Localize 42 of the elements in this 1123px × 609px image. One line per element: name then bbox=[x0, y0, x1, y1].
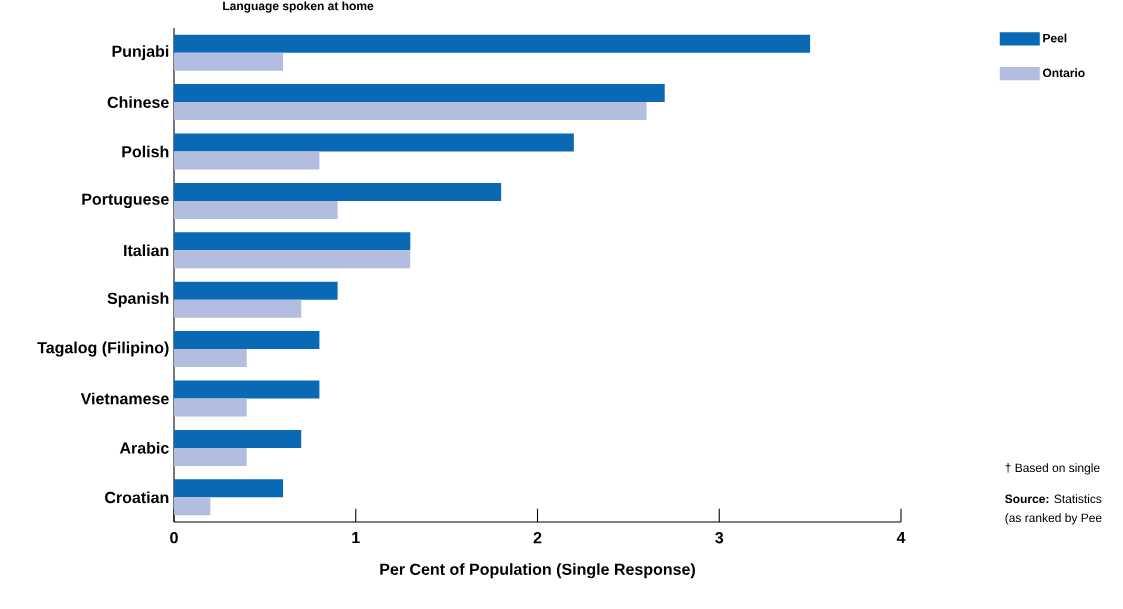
y-tick-label: Vietnamese bbox=[80, 392, 169, 405]
bar bbox=[174, 479, 284, 498]
bar bbox=[174, 447, 247, 466]
bar bbox=[174, 200, 338, 219]
bar bbox=[174, 497, 211, 516]
y-tick-label: Chinese bbox=[107, 96, 169, 108]
bar bbox=[174, 380, 320, 399]
y-tick-label: Tagalog (Filipino) bbox=[37, 341, 169, 357]
legend-label: Peel bbox=[1043, 33, 1067, 43]
y-tick-label: Polish bbox=[122, 145, 169, 158]
x-tick-label: 1 bbox=[352, 532, 360, 544]
bar bbox=[174, 84, 665, 103]
bar bbox=[174, 349, 247, 368]
x-tick-label: 3 bbox=[715, 532, 724, 544]
bar bbox=[174, 232, 411, 251]
y-tick-label: Punjabi bbox=[112, 45, 169, 61]
y-tick-label: Croatian bbox=[105, 491, 169, 504]
bar bbox=[174, 102, 647, 121]
text: † Based on single bbox=[1005, 463, 1100, 475]
y-tick-label: Portuguese bbox=[82, 193, 169, 209]
y-tick-label: Arabic bbox=[119, 442, 169, 454]
x-tick-label: 4 bbox=[896, 532, 906, 544]
x-tick-label: 0 bbox=[170, 532, 178, 544]
bar bbox=[174, 398, 247, 417]
bar bbox=[174, 250, 411, 269]
bar bbox=[174, 182, 502, 201]
x-axis-title: Per Cent of Population (Single Response) bbox=[380, 563, 695, 579]
bar bbox=[174, 151, 320, 170]
x-tick-label: 2 bbox=[533, 532, 542, 544]
chart-title: Language spoken at home bbox=[223, 1, 374, 13]
y-tick-label: Spanish bbox=[107, 292, 169, 308]
bar bbox=[174, 133, 574, 152]
bar bbox=[174, 281, 338, 300]
bar bbox=[174, 299, 302, 318]
bar bbox=[174, 34, 811, 53]
y-tick-label: Italian bbox=[124, 244, 169, 257]
text: (as ranked by Pee bbox=[1005, 513, 1102, 525]
legend-label: Ontario bbox=[1042, 68, 1085, 78]
bar bbox=[174, 429, 302, 448]
bar bbox=[174, 52, 284, 71]
bar bbox=[174, 331, 320, 350]
text: Source: Statistics bbox=[1005, 494, 1102, 504]
